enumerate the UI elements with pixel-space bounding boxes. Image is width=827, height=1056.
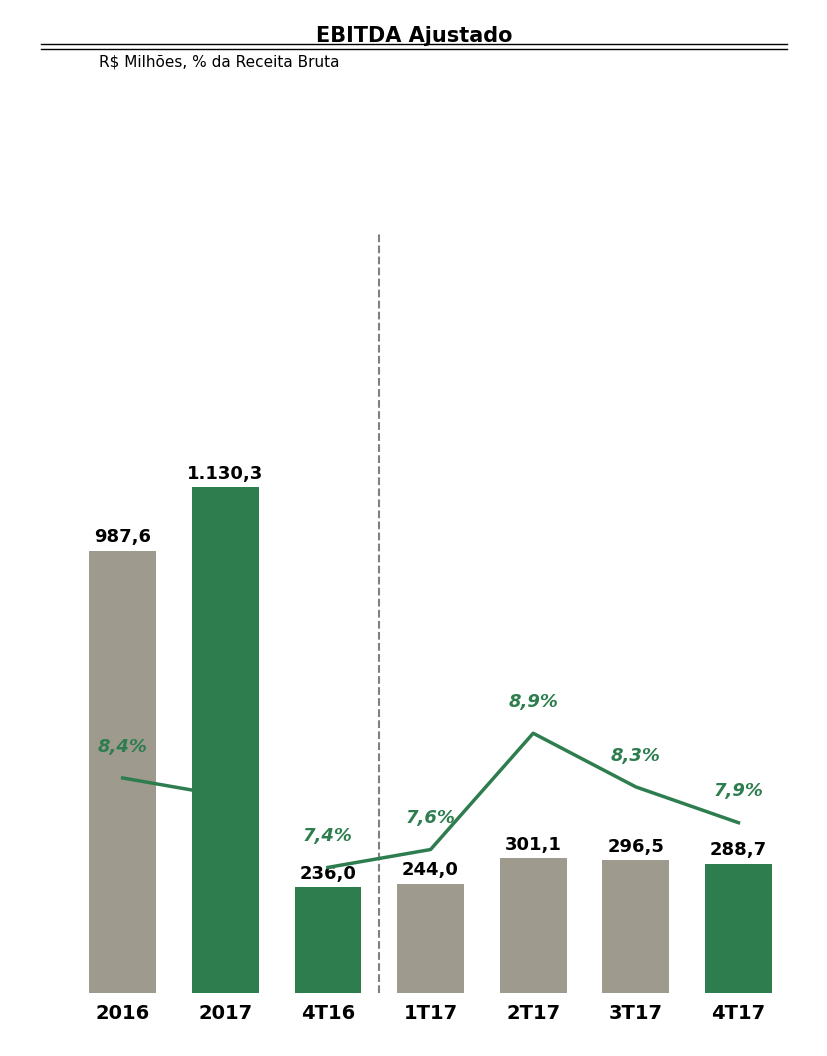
Text: R$ Milhões, % da Receita Bruta: R$ Milhões, % da Receita Bruta	[99, 55, 339, 70]
Bar	[89, 551, 155, 993]
Bar	[294, 887, 361, 993]
Text: 236,0: 236,0	[299, 865, 356, 883]
Text: 8,3%: 8,3%	[610, 747, 660, 765]
Text: 7,9%: 7,9%	[713, 782, 762, 800]
Bar	[602, 860, 668, 993]
Bar	[705, 864, 771, 993]
Bar	[500, 857, 566, 993]
Bar	[192, 487, 258, 993]
Text: 8,2%: 8,2%	[200, 755, 250, 773]
Text: 1.130,3: 1.130,3	[187, 465, 263, 483]
Text: 296,5: 296,5	[607, 837, 663, 855]
Text: 8,4%: 8,4%	[98, 737, 147, 756]
Text: 301,1: 301,1	[504, 835, 561, 853]
Text: 7,4%: 7,4%	[303, 827, 352, 845]
Bar	[397, 884, 463, 993]
Text: 7,6%: 7,6%	[405, 809, 455, 827]
Text: EBITDA Ajustado: EBITDA Ajustado	[315, 26, 512, 46]
Text: 244,0: 244,0	[402, 861, 458, 879]
Text: 8,9%: 8,9%	[508, 693, 557, 711]
Text: 987,6: 987,6	[94, 528, 151, 546]
Text: 288,7: 288,7	[709, 841, 766, 859]
